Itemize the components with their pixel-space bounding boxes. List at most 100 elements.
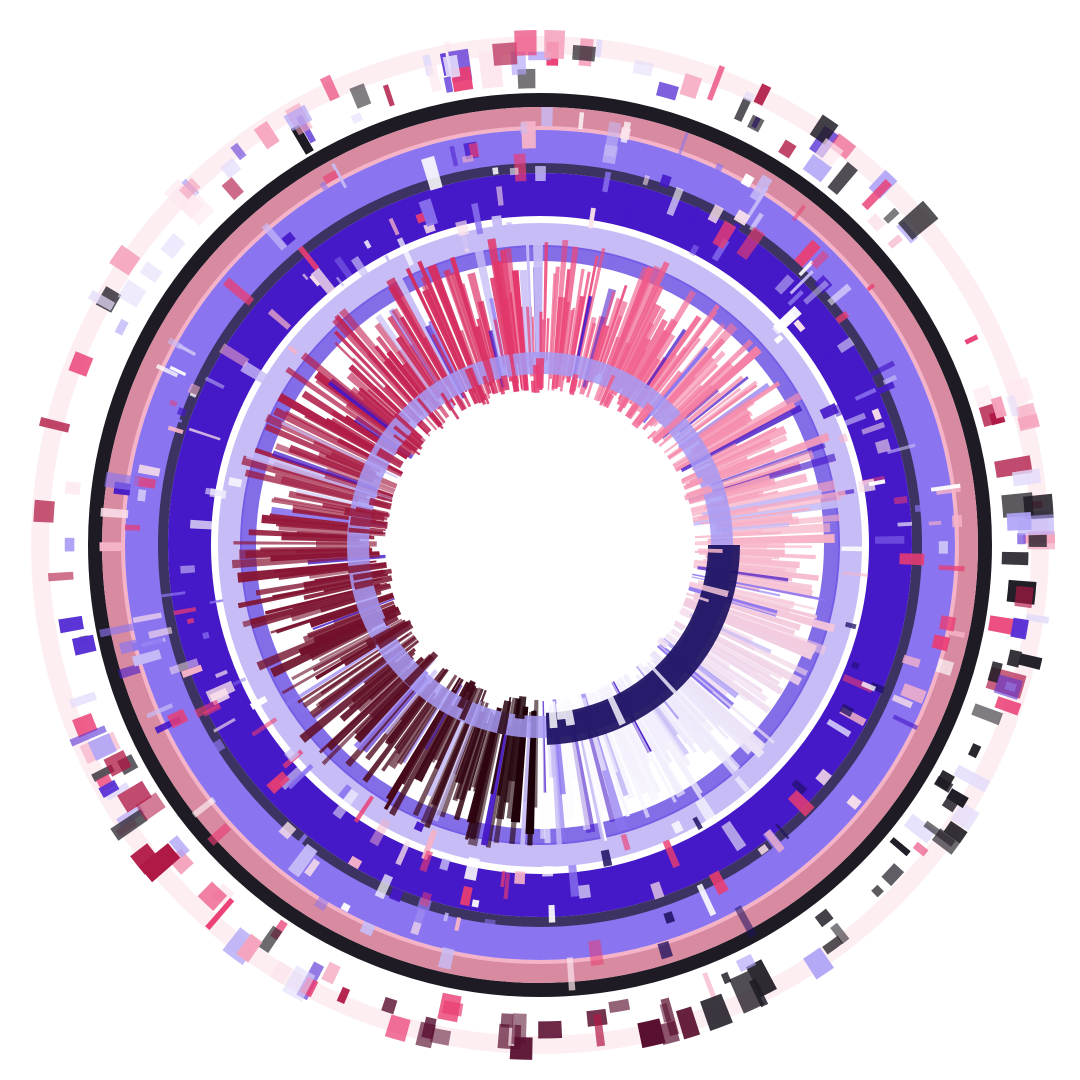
ring-tick [871, 408, 882, 421]
ring-tick [309, 274, 321, 287]
ring-tick [334, 256, 353, 279]
ring-tick [671, 820, 684, 834]
light-pink-ring [121, 126, 959, 964]
outer-mark [637, 1018, 666, 1049]
sweep-bar [454, 711, 486, 785]
sweep-bar [698, 490, 846, 520]
ring-tick [928, 520, 942, 526]
sweep-bar [632, 290, 696, 390]
inner-tick [397, 445, 412, 458]
ring-tick [278, 765, 305, 790]
inner-tick [482, 375, 492, 395]
inner-tick [698, 548, 723, 553]
outer-mark [903, 813, 937, 844]
sweep-bar [384, 692, 427, 746]
ring-tick [187, 383, 201, 396]
sweep-bar [344, 639, 386, 667]
sweep-bar [285, 366, 399, 448]
sweep-bar [326, 656, 424, 751]
ring-tick [418, 198, 439, 227]
ring-tick [483, 918, 496, 934]
ring-tick [949, 629, 966, 638]
ring-tick [287, 763, 314, 790]
sweep-bar [693, 649, 768, 703]
inner-tick [647, 430, 657, 440]
ring-tick [659, 174, 672, 189]
ring-tick [775, 823, 790, 840]
ring-tick [146, 703, 174, 719]
outer-mark [994, 696, 1022, 716]
outer-mark [64, 537, 75, 552]
sweep-bar [565, 268, 585, 379]
outer-mark [68, 351, 94, 377]
sweep-bar [395, 335, 442, 400]
ring-tick-marks [99, 107, 966, 991]
ring-tick [449, 145, 459, 167]
outer-mark [887, 234, 903, 249]
sweep-bar [444, 269, 488, 385]
sweep-bar [721, 556, 800, 569]
sweep-bar [405, 267, 468, 393]
sweep-bar [545, 318, 550, 361]
outer-mark [492, 42, 518, 66]
ring-tick [438, 947, 455, 970]
ring-tick [188, 427, 221, 441]
outer-mark [135, 792, 166, 821]
ring-tick [369, 818, 391, 847]
sweep-bar [499, 249, 519, 365]
ring-tick [835, 310, 850, 324]
ring-tick [868, 479, 886, 487]
outer-mark [720, 971, 732, 985]
ring-tick [154, 591, 186, 599]
ring-tick [787, 290, 804, 306]
ring-tick [866, 360, 896, 379]
inner-tick [376, 495, 393, 503]
ring-tick [194, 699, 220, 718]
outer-mark [1017, 413, 1040, 432]
ring-tick [421, 155, 443, 191]
ring-tick [588, 939, 604, 966]
ring-tick [740, 173, 755, 188]
ring-tick [875, 381, 896, 395]
outer-mark [830, 922, 850, 945]
inner-tick [347, 562, 387, 574]
ring-tick [439, 858, 451, 871]
sweep-bar [353, 669, 429, 752]
outer-mark [511, 1013, 527, 1045]
ring-tick [395, 840, 411, 866]
ring-tick [642, 174, 650, 186]
ring-tick [850, 661, 860, 670]
inner-tick [548, 701, 558, 729]
ring-tick [787, 790, 815, 817]
outer-mark [679, 73, 703, 100]
outer-mark [729, 971, 765, 1014]
ring-tick [169, 658, 199, 675]
ring-tick [167, 708, 189, 729]
sweep-bar [688, 642, 764, 693]
ring-tick [789, 270, 814, 295]
inner-navy-arc [545, 545, 740, 745]
outer-mark [349, 83, 372, 109]
ring-tick [287, 843, 318, 878]
inner-tick [457, 680, 476, 710]
sweep-bar [557, 246, 579, 388]
inner-tick [599, 374, 616, 406]
inner-tick [483, 393, 490, 405]
ring-tick [861, 421, 886, 435]
outer-mark [236, 933, 263, 963]
ring-tick [99, 542, 122, 552]
outer-mark [707, 65, 725, 101]
sweep-bar [393, 691, 437, 750]
ring-tick [350, 256, 370, 280]
sweep-bar [708, 626, 756, 651]
ring-tick [471, 202, 484, 235]
sweep-bar [417, 260, 477, 394]
ring-tick [304, 858, 321, 877]
ring-tick [340, 902, 351, 913]
outer-mark [221, 177, 244, 201]
ring-tick [331, 163, 348, 189]
sweep-bar [319, 625, 386, 662]
sweep-bar [697, 406, 751, 445]
ring-tick [359, 921, 376, 937]
ring-tick [733, 209, 751, 226]
